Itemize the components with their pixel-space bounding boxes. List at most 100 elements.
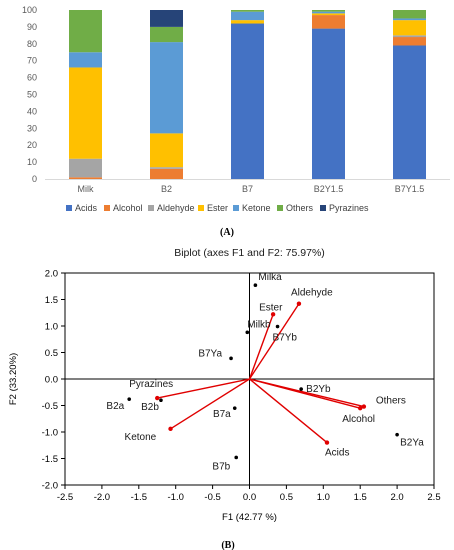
variable-label: Acids [325, 448, 349, 459]
variable-vector [249, 378, 361, 409]
variable-label: Alcohol [342, 414, 375, 425]
x-tick-label: 2.5 [427, 492, 440, 503]
legend-swatch [233, 205, 239, 211]
bar-segment [150, 42, 183, 134]
x-tick-label: 0.0 [243, 492, 256, 503]
x-axis-label: F1 (42.77 %) [222, 512, 277, 523]
bar-segment [150, 133, 183, 168]
observation-point [245, 330, 250, 335]
bar-segment [69, 67, 102, 159]
bar-segment [69, 10, 102, 53]
observation-point [229, 356, 233, 361]
stacked-bar-chart: 0 10 20 30 40 50 60 70 80 90 100 Milk B2 B7 B2Y1.5 B7Y1… [22, 5, 450, 213]
bar-segment [231, 23, 264, 179]
x-tick-label: 0.5 [280, 492, 293, 503]
y-tick-label: 40 [27, 106, 37, 116]
bar-segment [393, 45, 426, 179]
panel-label-b: (B) [221, 540, 234, 550]
y-tick-label: 20 [27, 140, 37, 150]
y-axis-label: F2 (33.20%) [8, 353, 19, 405]
observation-label: B7Yb [273, 333, 298, 344]
observation-label: B7b [212, 461, 230, 472]
x-tick-label: B2Y1.5 [314, 184, 344, 194]
bar-segment [312, 10, 345, 12]
bar-segment [150, 168, 183, 179]
bar-segment [393, 10, 426, 19]
observation-label: Milka [258, 272, 282, 283]
observation-point [275, 324, 280, 329]
bar-segment [69, 177, 102, 179]
y-tick-label: 90 [27, 22, 37, 32]
y-tick-label: 60 [27, 73, 37, 83]
bar-segment [231, 20, 264, 24]
observation-point [159, 398, 163, 403]
variable-label: Others [376, 396, 406, 407]
y-tick-label: 30 [27, 123, 37, 133]
bar-segment [150, 26, 183, 43]
y-tick-label: -0.5 [42, 401, 58, 412]
x-tick-label: B7 [242, 184, 253, 194]
variable-label: Aldehyde [291, 288, 333, 299]
variable-point [168, 426, 173, 432]
x-tick-label: -0.5 [204, 492, 220, 503]
variable-vector [249, 378, 328, 444]
observation-label: B7Ya [198, 348, 222, 359]
observation-point [232, 406, 237, 410]
variable-vector [248, 314, 274, 380]
observation-label: Milkb [247, 319, 271, 330]
observation-label: B7a [213, 409, 231, 420]
variable-vector [170, 378, 250, 430]
variable-vector [248, 303, 300, 380]
legend-label: Ketone [242, 203, 271, 213]
variable-point [324, 440, 330, 445]
x-tick-label: -1.5 [131, 492, 147, 503]
x-tick-label: Milk [78, 184, 94, 194]
variable-label: Pyrazines [129, 379, 173, 390]
bar-segment [393, 18, 426, 21]
legend-swatch [320, 205, 326, 211]
observation-point [299, 387, 303, 391]
observation-label: B2Ya [400, 438, 424, 449]
bar-segment [312, 28, 345, 180]
x-tick-label: -2.0 [94, 492, 110, 503]
bar-segment [312, 15, 345, 29]
y-tick-label: 50 [27, 90, 37, 100]
x-tick-label: 1.0 [317, 492, 330, 503]
observation-label: B2a [106, 401, 124, 412]
bar-segment [393, 20, 426, 36]
x-tick-label: B2 [161, 184, 172, 194]
bar-segment [150, 167, 183, 169]
observation-label: B2Yb [306, 384, 331, 395]
legend-swatch [148, 205, 154, 211]
bar-segment [231, 10, 264, 12]
bar-segment [150, 10, 183, 27]
y-tick-label: 1.5 [45, 295, 58, 306]
variable-point [155, 395, 160, 401]
y-tick-label: 70 [27, 56, 37, 66]
variable-vector [157, 378, 250, 399]
bar-segment [69, 158, 102, 178]
variable-label: Ketone [125, 432, 157, 443]
y-tick-label: 80 [27, 39, 37, 49]
observation-point [395, 432, 399, 437]
variable-point [361, 404, 367, 409]
y-tick-label: 10 [27, 157, 37, 167]
x-tick-label: B7Y1.5 [395, 184, 425, 194]
observation-point [234, 455, 239, 460]
x-tick-label: -1.0 [168, 492, 184, 503]
bar-segment [312, 13, 345, 16]
bar-segment [69, 52, 102, 68]
y-tick-label: -1.0 [42, 428, 58, 439]
y-tick-label: 0.0 [45, 375, 58, 386]
bar-segment [393, 35, 426, 38]
observation-point [127, 397, 132, 401]
legend-label: Ester [207, 203, 228, 213]
legend-swatch [277, 205, 283, 211]
observation-label: B2b [141, 402, 159, 413]
legend-swatch [198, 205, 204, 211]
legend-swatch [104, 205, 110, 211]
y-tick-label: 0.5 [45, 348, 58, 359]
variable-point [296, 301, 302, 306]
variable-point [270, 312, 276, 317]
